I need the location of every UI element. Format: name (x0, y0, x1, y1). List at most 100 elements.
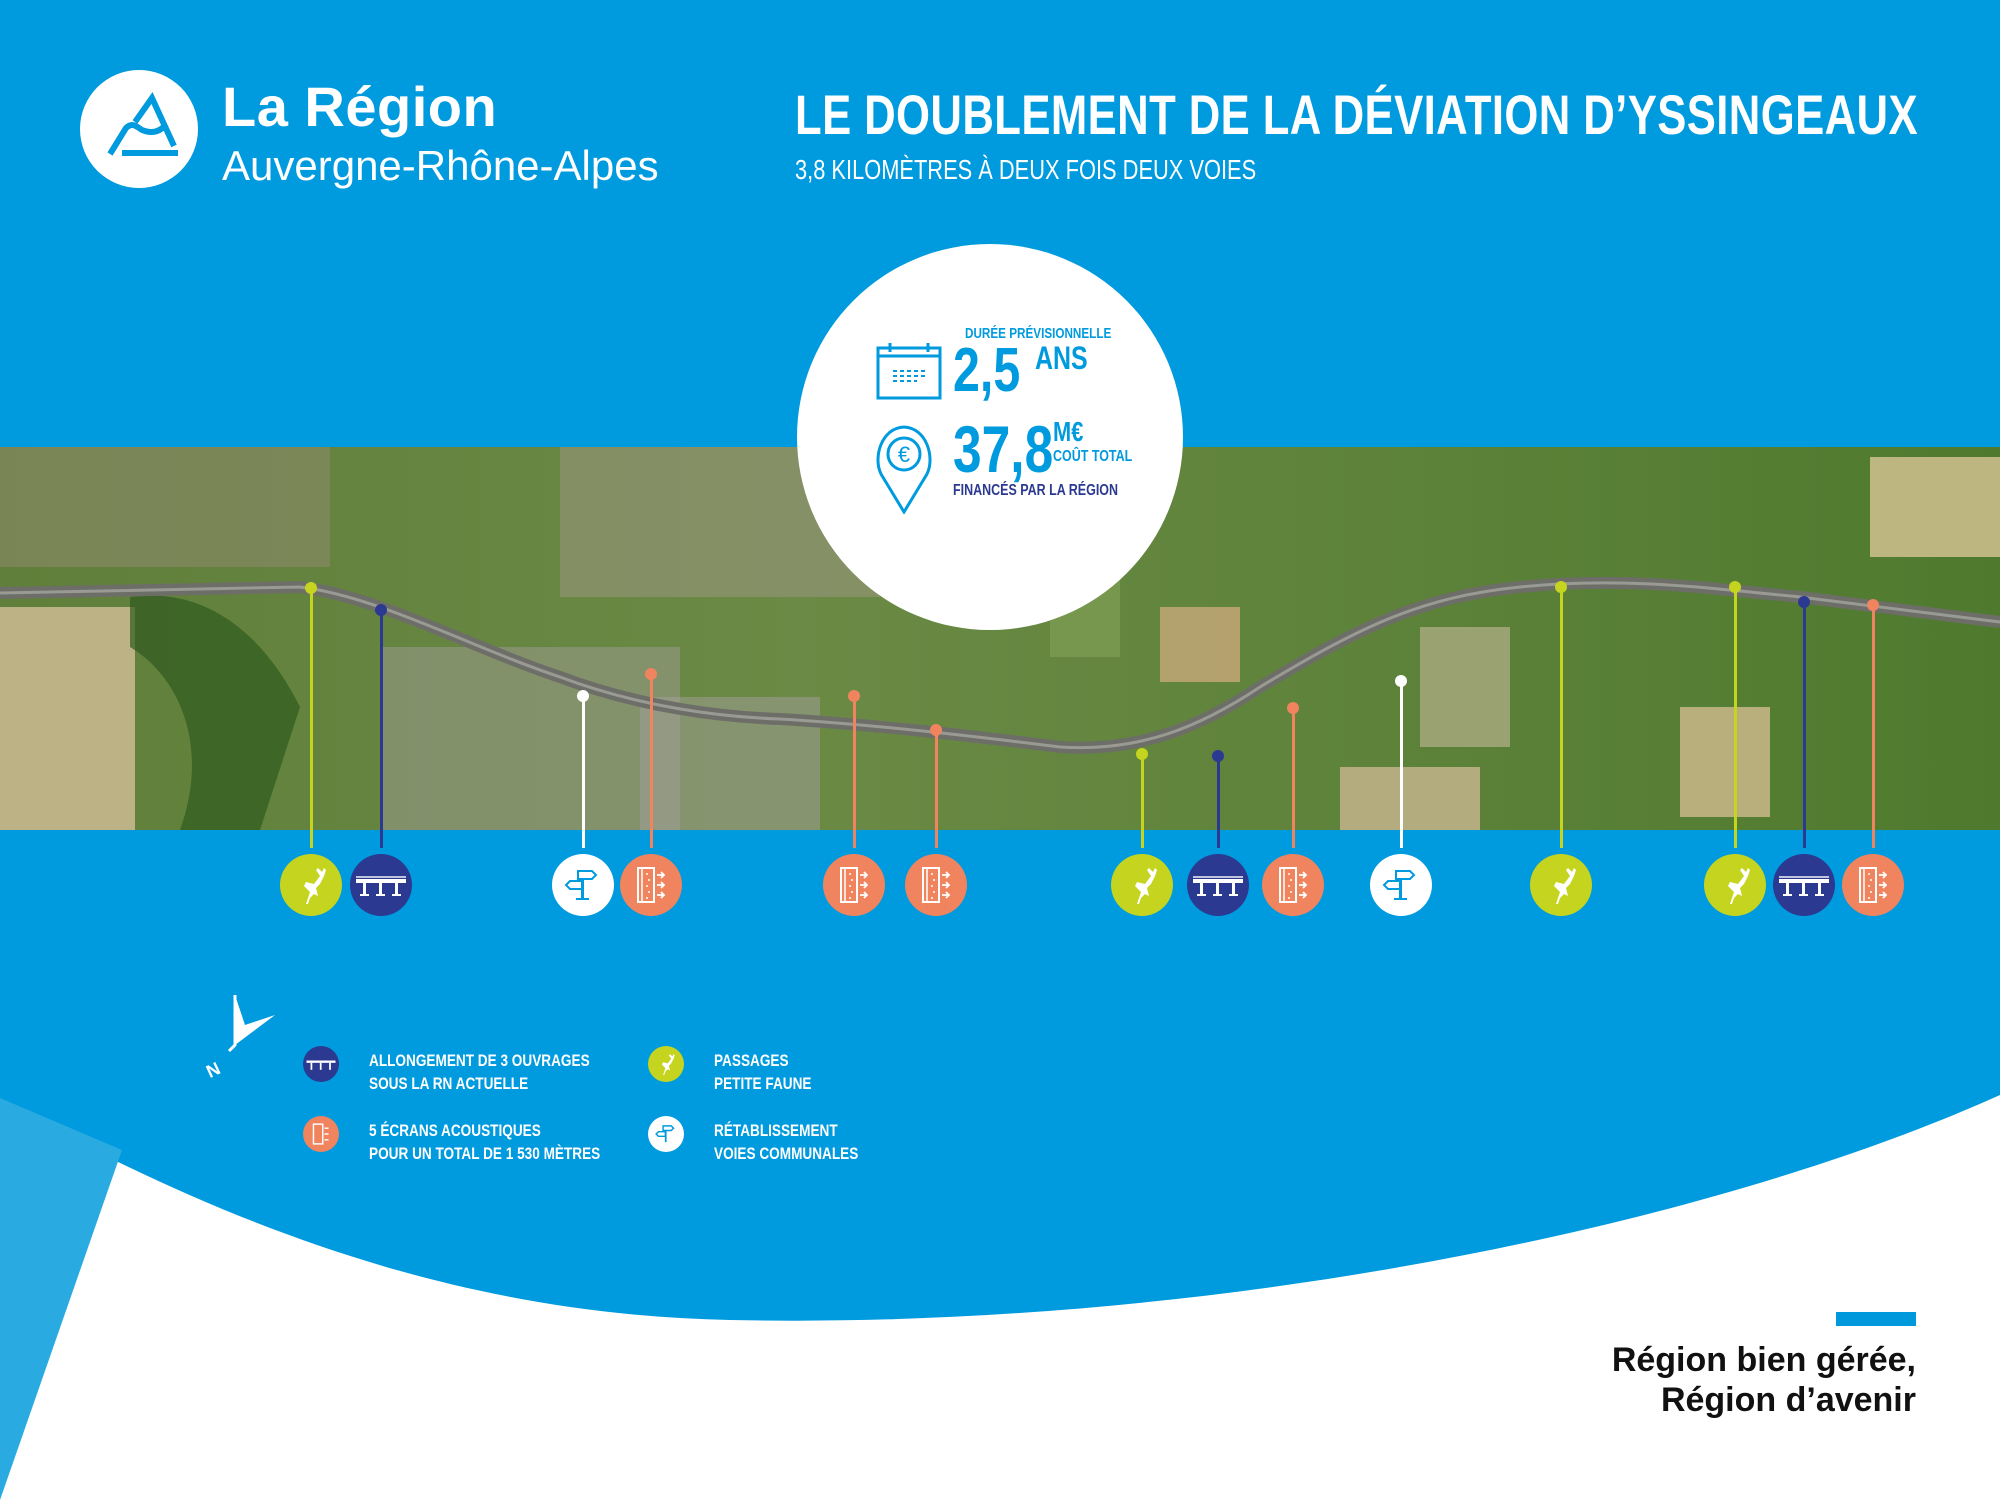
brand-title: La Région (222, 75, 498, 138)
pin-wildlife[interactable] (1704, 854, 1766, 916)
marker-dot (645, 668, 657, 680)
deer-icon (1135, 868, 1157, 904)
marker-line-wildlife (310, 588, 313, 848)
aerial-photo (0, 447, 2000, 830)
marker-line-acoustic (935, 730, 938, 848)
marker-dot (1395, 675, 1407, 687)
signpost-icon (1382, 870, 1416, 900)
legend-bridge-text: ALLONGEMENT DE 3 OUVRAGES SOUS LA RN ACT… (369, 1049, 590, 1095)
acoustic-screen-icon (840, 867, 869, 903)
compass-north-icon (227, 995, 275, 1053)
pin-road[interactable] (552, 854, 614, 916)
pin-bridge[interactable] (1187, 854, 1249, 916)
marker-dot (848, 690, 860, 702)
duration-unit: ANS (1035, 340, 1088, 376)
legend-wildlife-icon (648, 1046, 684, 1082)
bridge-icon (306, 1060, 336, 1070)
pin-wildlife[interactable] (1530, 854, 1592, 916)
marker-dot (305, 582, 317, 594)
marker-dot (375, 604, 387, 616)
marker-line-wildlife (1734, 587, 1737, 848)
legend-line: RÉTABLISSEMENT (714, 1121, 838, 1140)
pin-wildlife[interactable] (280, 854, 342, 916)
cost-note: FINANCÉS PAR LA RÉGION (953, 482, 1119, 499)
cost-unit: M€ (1053, 416, 1084, 447)
marker-dot (1555, 581, 1567, 593)
aerial-map (0, 447, 2000, 830)
calendar-icon (876, 343, 942, 400)
pin-bridge[interactable] (350, 854, 412, 916)
signpost-icon (655, 1125, 675, 1143)
acoustic-screen-icon (637, 867, 666, 903)
legend-line: SOUS LA RN ACTUELLE (369, 1074, 529, 1093)
marker-line-bridge (1803, 602, 1806, 848)
acoustic-screen-icon (1279, 867, 1308, 903)
marker-dot (1287, 702, 1299, 714)
marker-line-acoustic (1292, 708, 1295, 848)
page-title: LE DOUBLEMENT DE LA DÉVIATION D’YSSINGEA… (795, 83, 1919, 146)
deer-icon (304, 868, 326, 904)
marker-line-wildlife (1560, 587, 1563, 848)
pin-wildlife[interactable] (1111, 854, 1173, 916)
key-figures-circle: DURÉE PRÉVISIONNELLE 2,5 ANS € 37,8 M€ C… (797, 244, 1183, 630)
marker-dot (1212, 750, 1224, 762)
marker-dot (1867, 599, 1879, 611)
legend-road-icon (648, 1116, 684, 1152)
marker-line-road (582, 696, 585, 848)
pin-acoustic[interactable] (620, 854, 682, 916)
pin-bridge[interactable] (1773, 854, 1835, 916)
slogan-line-1: Région bien gérée, (1611, 1341, 1916, 1379)
acoustic-screen-icon (922, 867, 951, 903)
pin-acoustic[interactable] (1262, 854, 1324, 916)
brand-subtitle: Auvergne-Rhône-Alpes (222, 142, 659, 189)
legend-line: POUR UN TOTAL DE 1 530 MÈTRES (369, 1144, 601, 1163)
pin-acoustic[interactable] (905, 854, 967, 916)
marker-line-bridge (380, 610, 383, 848)
marker-line-road (1400, 681, 1403, 848)
deer-icon (1554, 868, 1576, 904)
legend-line: PASSAGES (714, 1051, 789, 1070)
legend-line: VOIES COMMUNALES (714, 1144, 859, 1163)
marker-line-acoustic (1872, 605, 1875, 848)
legend-bridge-icon (303, 1046, 339, 1082)
slogan: Région bien gérée, Région d’avenir (1612, 1340, 1916, 1420)
marker-line-acoustic (650, 674, 653, 848)
legend-wildlife-text: PASSAGES PETITE FAUNE (714, 1049, 811, 1095)
legend-road-text: RÉTABLISSEMENT VOIES COMMUNALES (714, 1119, 858, 1165)
mountain-logo-icon (107, 92, 178, 156)
acoustic-screen-icon (1859, 867, 1888, 903)
legend-line: PETITE FAUNE (714, 1074, 812, 1093)
marker-line-wildlife (1141, 754, 1144, 848)
legend-acoustic-text: 5 ÉCRANS ACOUSTIQUES POUR UN TOTAL DE 1 … (369, 1119, 600, 1165)
bridge-icon (1779, 876, 1829, 896)
slogan-accent-bar (1836, 1312, 1916, 1326)
marker-dot (1136, 748, 1148, 760)
signpost-icon (564, 870, 598, 900)
slogan-line-2: Région d’avenir (1660, 1381, 1916, 1419)
page-subtitle: 3,8 KILOMÈTRES À DEUX FOIS DEUX VOIES (795, 154, 1257, 185)
marker-line-acoustic (853, 696, 856, 848)
deer-icon (1728, 868, 1750, 904)
deer-icon (661, 1054, 675, 1076)
legend-line: ALLONGEMENT DE 3 OUVRAGES (369, 1051, 590, 1070)
acoustic-screen-icon (312, 1123, 329, 1145)
pin-acoustic[interactable] (1842, 854, 1904, 916)
marker-dot (1798, 596, 1810, 608)
marker-dot (930, 724, 942, 736)
duration-value: 2,5 (953, 336, 1021, 405)
svg-text:€: € (898, 442, 910, 467)
legend-acoustic-icon (303, 1116, 339, 1152)
bridge-icon (1193, 876, 1243, 896)
duration-label: DURÉE PRÉVISIONNELLE (965, 325, 1112, 342)
marker-dot (1729, 581, 1741, 593)
pin-acoustic[interactable] (823, 854, 885, 916)
cost-value: 37,8 (953, 412, 1054, 486)
cost-unit-label: COÛT TOTAL (1053, 448, 1133, 465)
marker-dot (577, 690, 589, 702)
pin-road[interactable] (1370, 854, 1432, 916)
legend-line: 5 ÉCRANS ACOUSTIQUES (369, 1121, 541, 1140)
marker-line-bridge (1217, 756, 1220, 848)
region-logo (80, 70, 198, 188)
bridge-icon (356, 876, 406, 896)
euro-pin-icon: € (876, 425, 932, 514)
